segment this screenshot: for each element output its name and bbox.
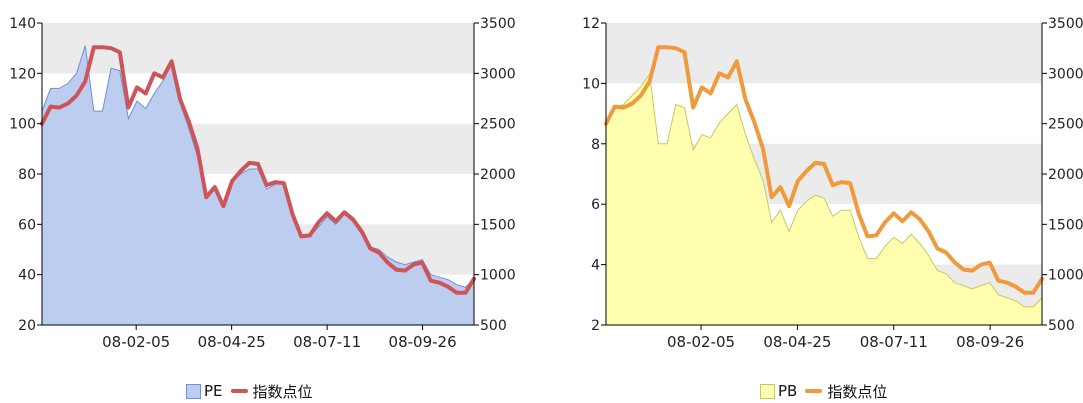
pe-chart: 20 40 60 80 100 120 140 500 1000 1500 2000 2500 3000…: [9, 16, 516, 351]
y-right-tick-label: 1500: [480, 217, 516, 233]
y-left-tick-label: 20: [18, 318, 36, 334]
x-tick-label: 08-09-26: [389, 333, 457, 351]
x-tick-label: 08-04-25: [763, 333, 831, 351]
y-right-tick-label: 3000: [480, 66, 516, 82]
y-right-tick-label: 2500: [1048, 117, 1083, 133]
y-right-tick-label: 3500: [480, 16, 516, 32]
y-left-tick-label: 100: [9, 117, 36, 133]
pb-chart: 2 4 6 8 10 12 500 1000 1500 2000 2500 3000 3500 08-02…: [582, 16, 1083, 351]
y-right-tick-label: 1000: [480, 268, 516, 284]
y-right-tick-label: 2000: [480, 167, 516, 183]
y-left-tick-label: 140: [9, 16, 36, 32]
y-right-tick-label: 1500: [1048, 217, 1083, 233]
pb-legend-label: PB: [778, 382, 798, 400]
x-tick-label: 08-09-26: [956, 333, 1024, 351]
pb-legend-swatch: [760, 383, 775, 399]
y-right-tick-label: 1000: [1048, 268, 1083, 284]
y-left-tick-label: 80: [18, 167, 36, 183]
y-left-tick-label: 120: [9, 66, 36, 82]
index-line-series: [604, 45, 1044, 295]
area-series-pb: [605, 72, 1043, 326]
y-left-tick-label: 40: [18, 268, 36, 284]
y-right-tick-label: 2500: [480, 117, 516, 133]
pe-legend: PE 指数点位: [186, 380, 313, 402]
index-legend-label-2: 指数点位: [827, 382, 888, 401]
index-line-series: [40, 45, 476, 295]
y-right-tick-label: 500: [1048, 318, 1075, 334]
index-legend-label: 指数点位: [252, 382, 313, 401]
y-right-tick-label: 3000: [1048, 66, 1083, 82]
y-left-tick-label: 12: [582, 16, 600, 32]
y-left-tick-label: 60: [18, 217, 36, 233]
pb-legend: PB 指数点位: [760, 380, 887, 402]
pe-legend-swatch: [186, 383, 201, 399]
y-right-tick-label: 3500: [1048, 16, 1083, 32]
index-legend-line: [230, 389, 248, 393]
y-left-tick-label: 8: [591, 137, 600, 153]
x-tick-label: 08-07-11: [293, 333, 361, 351]
x-tick-label: 08-04-25: [198, 333, 266, 351]
y-left-tick-label: 10: [582, 76, 600, 92]
x-tick-label: 08-02-05: [102, 333, 170, 351]
y-left-tick-label: 4: [591, 258, 600, 274]
area-series-pe: [41, 45, 475, 326]
x-tick-label: 08-02-05: [667, 333, 735, 351]
pe-legend-label: PE: [204, 382, 223, 400]
index-legend-line-2: [805, 389, 823, 393]
y-left-tick-label: 6: [591, 197, 600, 213]
y-right-tick-label: 500: [480, 318, 507, 334]
y-left-tick-label: 2: [591, 318, 600, 334]
y-right-tick-label: 2000: [1048, 167, 1083, 183]
grid-band: [606, 23, 1042, 84]
x-tick-label: 08-07-11: [860, 333, 928, 351]
